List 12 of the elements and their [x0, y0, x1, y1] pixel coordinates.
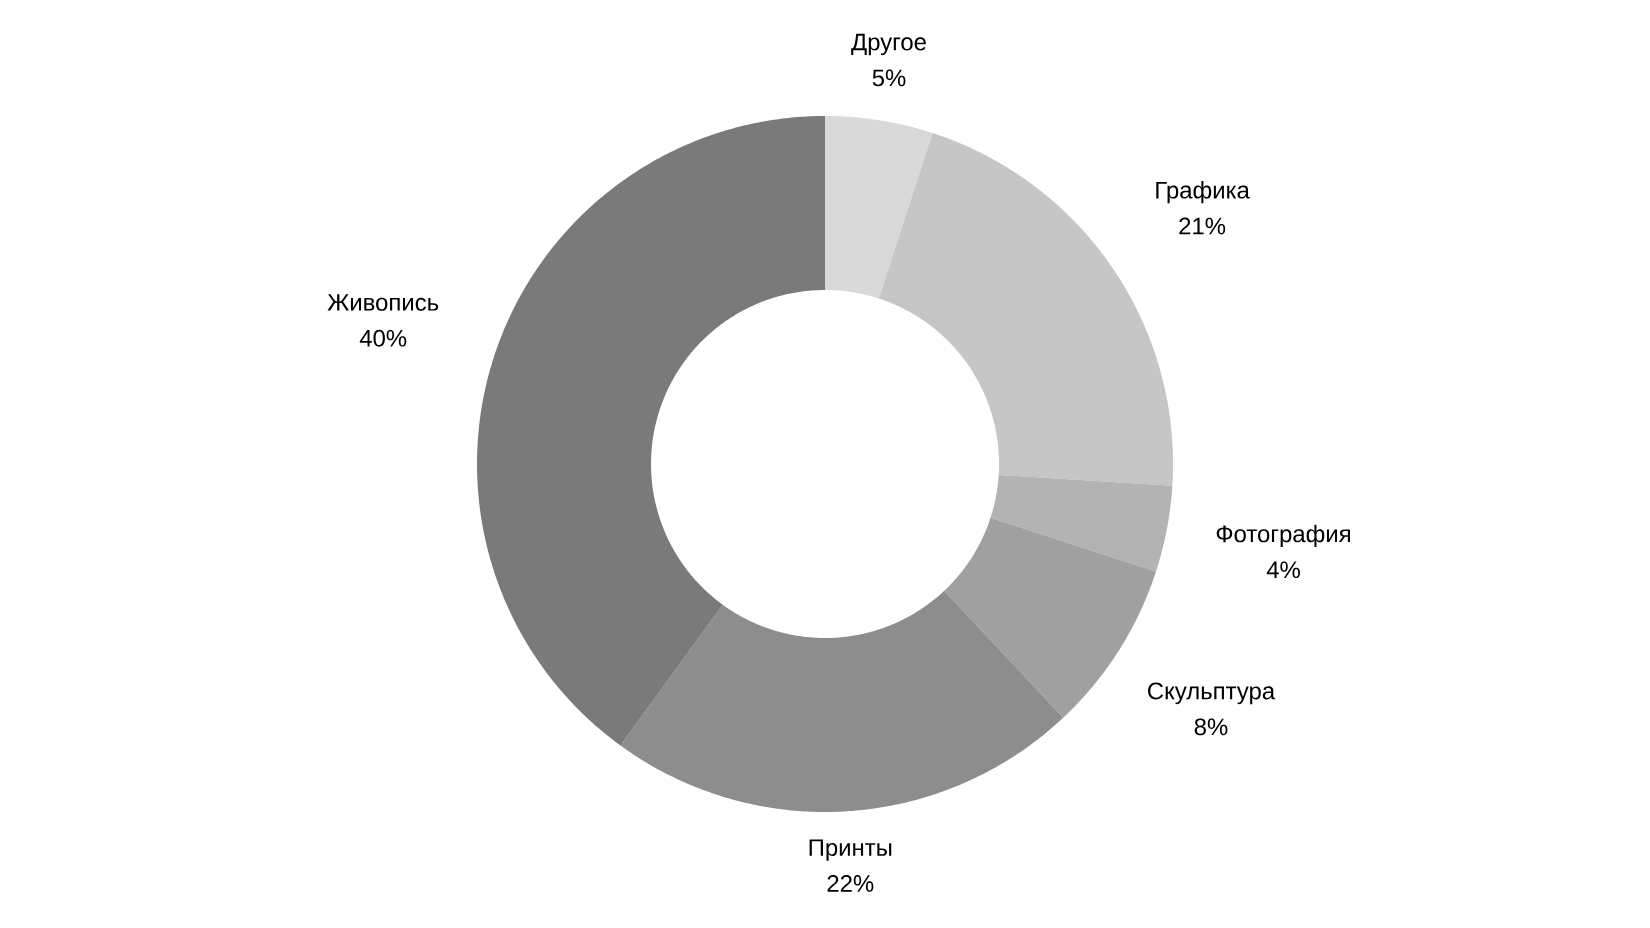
data-label: 22% [827, 875, 874, 892]
data-label: 8% [1194, 718, 1228, 736]
slice-label: Живопись [327, 294, 439, 311]
slice-label: Другое [851, 33, 926, 56]
data-label: 5% [872, 69, 906, 87]
slice-label: Фотография [1216, 524, 1350, 548]
data-label: 21% [1179, 217, 1226, 235]
slice-label: Скульптура [1148, 682, 1276, 705]
data-label: 4% [1266, 561, 1300, 579]
data-label: 40% [359, 329, 407, 347]
slice-label: Графика [1156, 181, 1250, 204]
slice-label: Принты [809, 839, 892, 861]
